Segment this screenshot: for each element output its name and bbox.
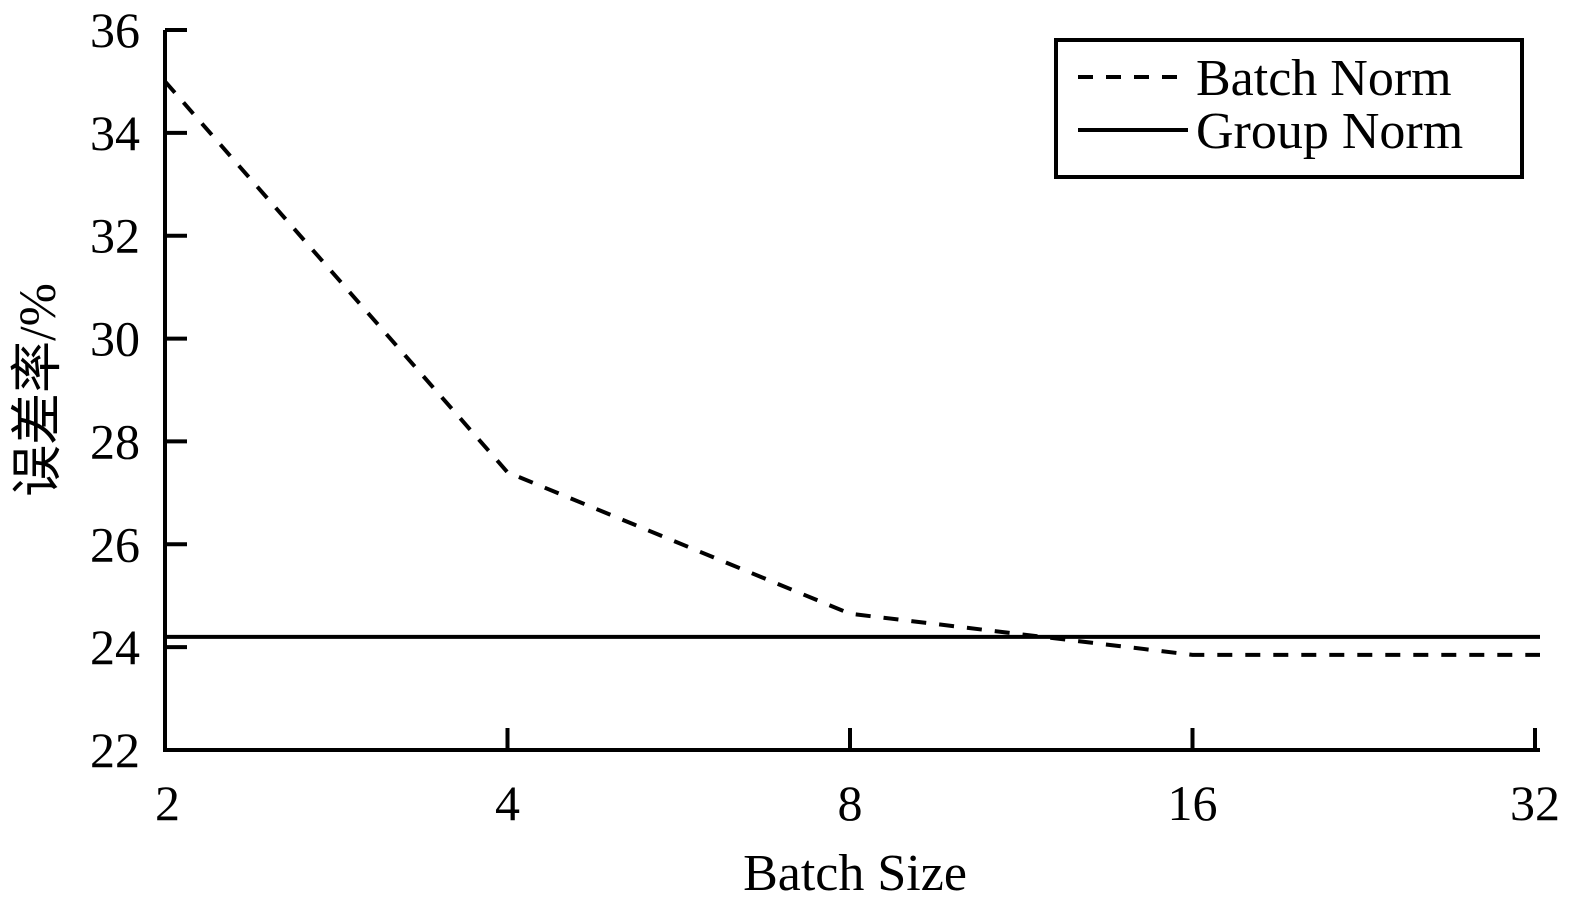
y-axis-label: 误差率/%: [10, 283, 67, 497]
y-tick-label: 24: [90, 619, 140, 675]
legend-box: [1054, 38, 1524, 179]
y-tick-label: 22: [90, 722, 140, 778]
y-tick-label: 28: [90, 413, 140, 469]
y-tick-label: 32: [90, 208, 140, 264]
x-tick-label: 8: [838, 775, 863, 831]
x-tick-label: 16: [1168, 775, 1218, 831]
legend-label-group-norm: Group Norm: [1196, 103, 1463, 160]
x-axis-label: Batch Size: [743, 845, 967, 902]
y-tick-label: 36: [90, 2, 140, 58]
series-layer: [163, 80, 1540, 657]
x-ticks: 2 4 8 16 32: [155, 728, 1560, 831]
series-line-batch-norm: [163, 80, 1540, 657]
x-tick-label: 4: [495, 775, 520, 831]
x-tick-label: 32: [1510, 775, 1560, 831]
y-tick-label: 34: [90, 105, 140, 161]
legend-label-batch-norm: Batch Norm: [1196, 50, 1452, 107]
legend: Batch Norm Group Norm: [1054, 38, 1524, 179]
y-ticks: 22 24 26 28 30 32 34 36: [90, 2, 187, 778]
y-tick-label: 26: [90, 516, 140, 572]
y-tick-label: 30: [90, 311, 140, 367]
x-tick-label: 2: [155, 775, 180, 831]
